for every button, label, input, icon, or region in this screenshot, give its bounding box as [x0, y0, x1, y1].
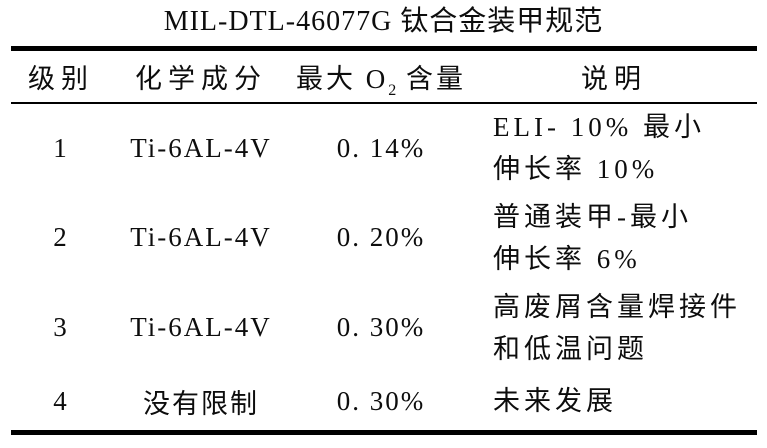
grade-cell: 3 [53, 312, 69, 342]
description-line: 和低温问题 [493, 333, 648, 364]
header-row: 级别 化学成分 最大 O2 含量 说明 [11, 49, 757, 103]
header-composition: 化学成分 [135, 63, 267, 94]
header-max-o2-prefix: 最大 O [296, 63, 389, 94]
composition-cell: Ti-6AL-4V [130, 312, 272, 342]
header-max-o2-suffix: 含量 [396, 63, 466, 94]
grade-cell: 4 [53, 385, 69, 416]
table-row-grade-1: 1 Ti-6AL-4V 0. 14% ELI- 10% 最小 伸长率 10% [11, 103, 757, 193]
description-line: ELI- 10% 最小 [493, 112, 705, 142]
composition-cell: Ti-6AL-4V [130, 132, 272, 163]
max-o2-cell: 0. 14% [336, 132, 426, 163]
table-title: MIL-DTL-46077G 钛合金装甲规范 [163, 6, 604, 37]
max-o2-cell: 0. 30% [336, 312, 426, 342]
description-line: 普通装甲-最小 [493, 201, 692, 232]
table-row-grade-4: 4 没有限制 0. 30% 未来发展 [11, 373, 757, 433]
composition-cell: 没有限制 [143, 388, 259, 419]
description-cell: 高废屑含量焊接件 和低温问题 [471, 283, 757, 373]
table-row-grade-2: 2 Ti-6AL-4V 0. 20% 普通装甲-最小 伸长率 6% [11, 193, 757, 283]
header-max-o2-subscript: 2 [388, 81, 397, 99]
description-line: 伸长率 10% [493, 154, 659, 184]
description-line: 高废屑含量焊接件 [493, 291, 741, 322]
max-o2-cell: 0. 20% [336, 222, 426, 252]
header-max-o2: 最大 O2 含量 [291, 49, 471, 103]
description-line: 未来发展 [493, 386, 617, 417]
description-cell: 普通装甲-最小 伸长率 6% [471, 193, 757, 283]
grade-cell: 2 [53, 222, 69, 252]
description-line: 伸长率 6% [493, 243, 641, 274]
header-grade: 级别 [28, 63, 94, 94]
grade-cell: 1 [53, 132, 69, 163]
description-cell: ELI- 10% 最小 伸长率 10% [471, 103, 757, 193]
spec-table: 级别 化学成分 最大 O2 含量 说明 1 Ti-6AL-4V 0. 14% E… [11, 46, 757, 435]
max-o2-cell: 0. 30% [336, 385, 426, 416]
header-description: 说明 [581, 63, 647, 94]
description-cell: 未来发展 [471, 373, 757, 433]
composition-cell: Ti-6AL-4V [130, 222, 272, 252]
table-row-grade-3: 3 Ti-6AL-4V 0. 30% 高废屑含量焊接件 和低温问题 [11, 283, 757, 373]
